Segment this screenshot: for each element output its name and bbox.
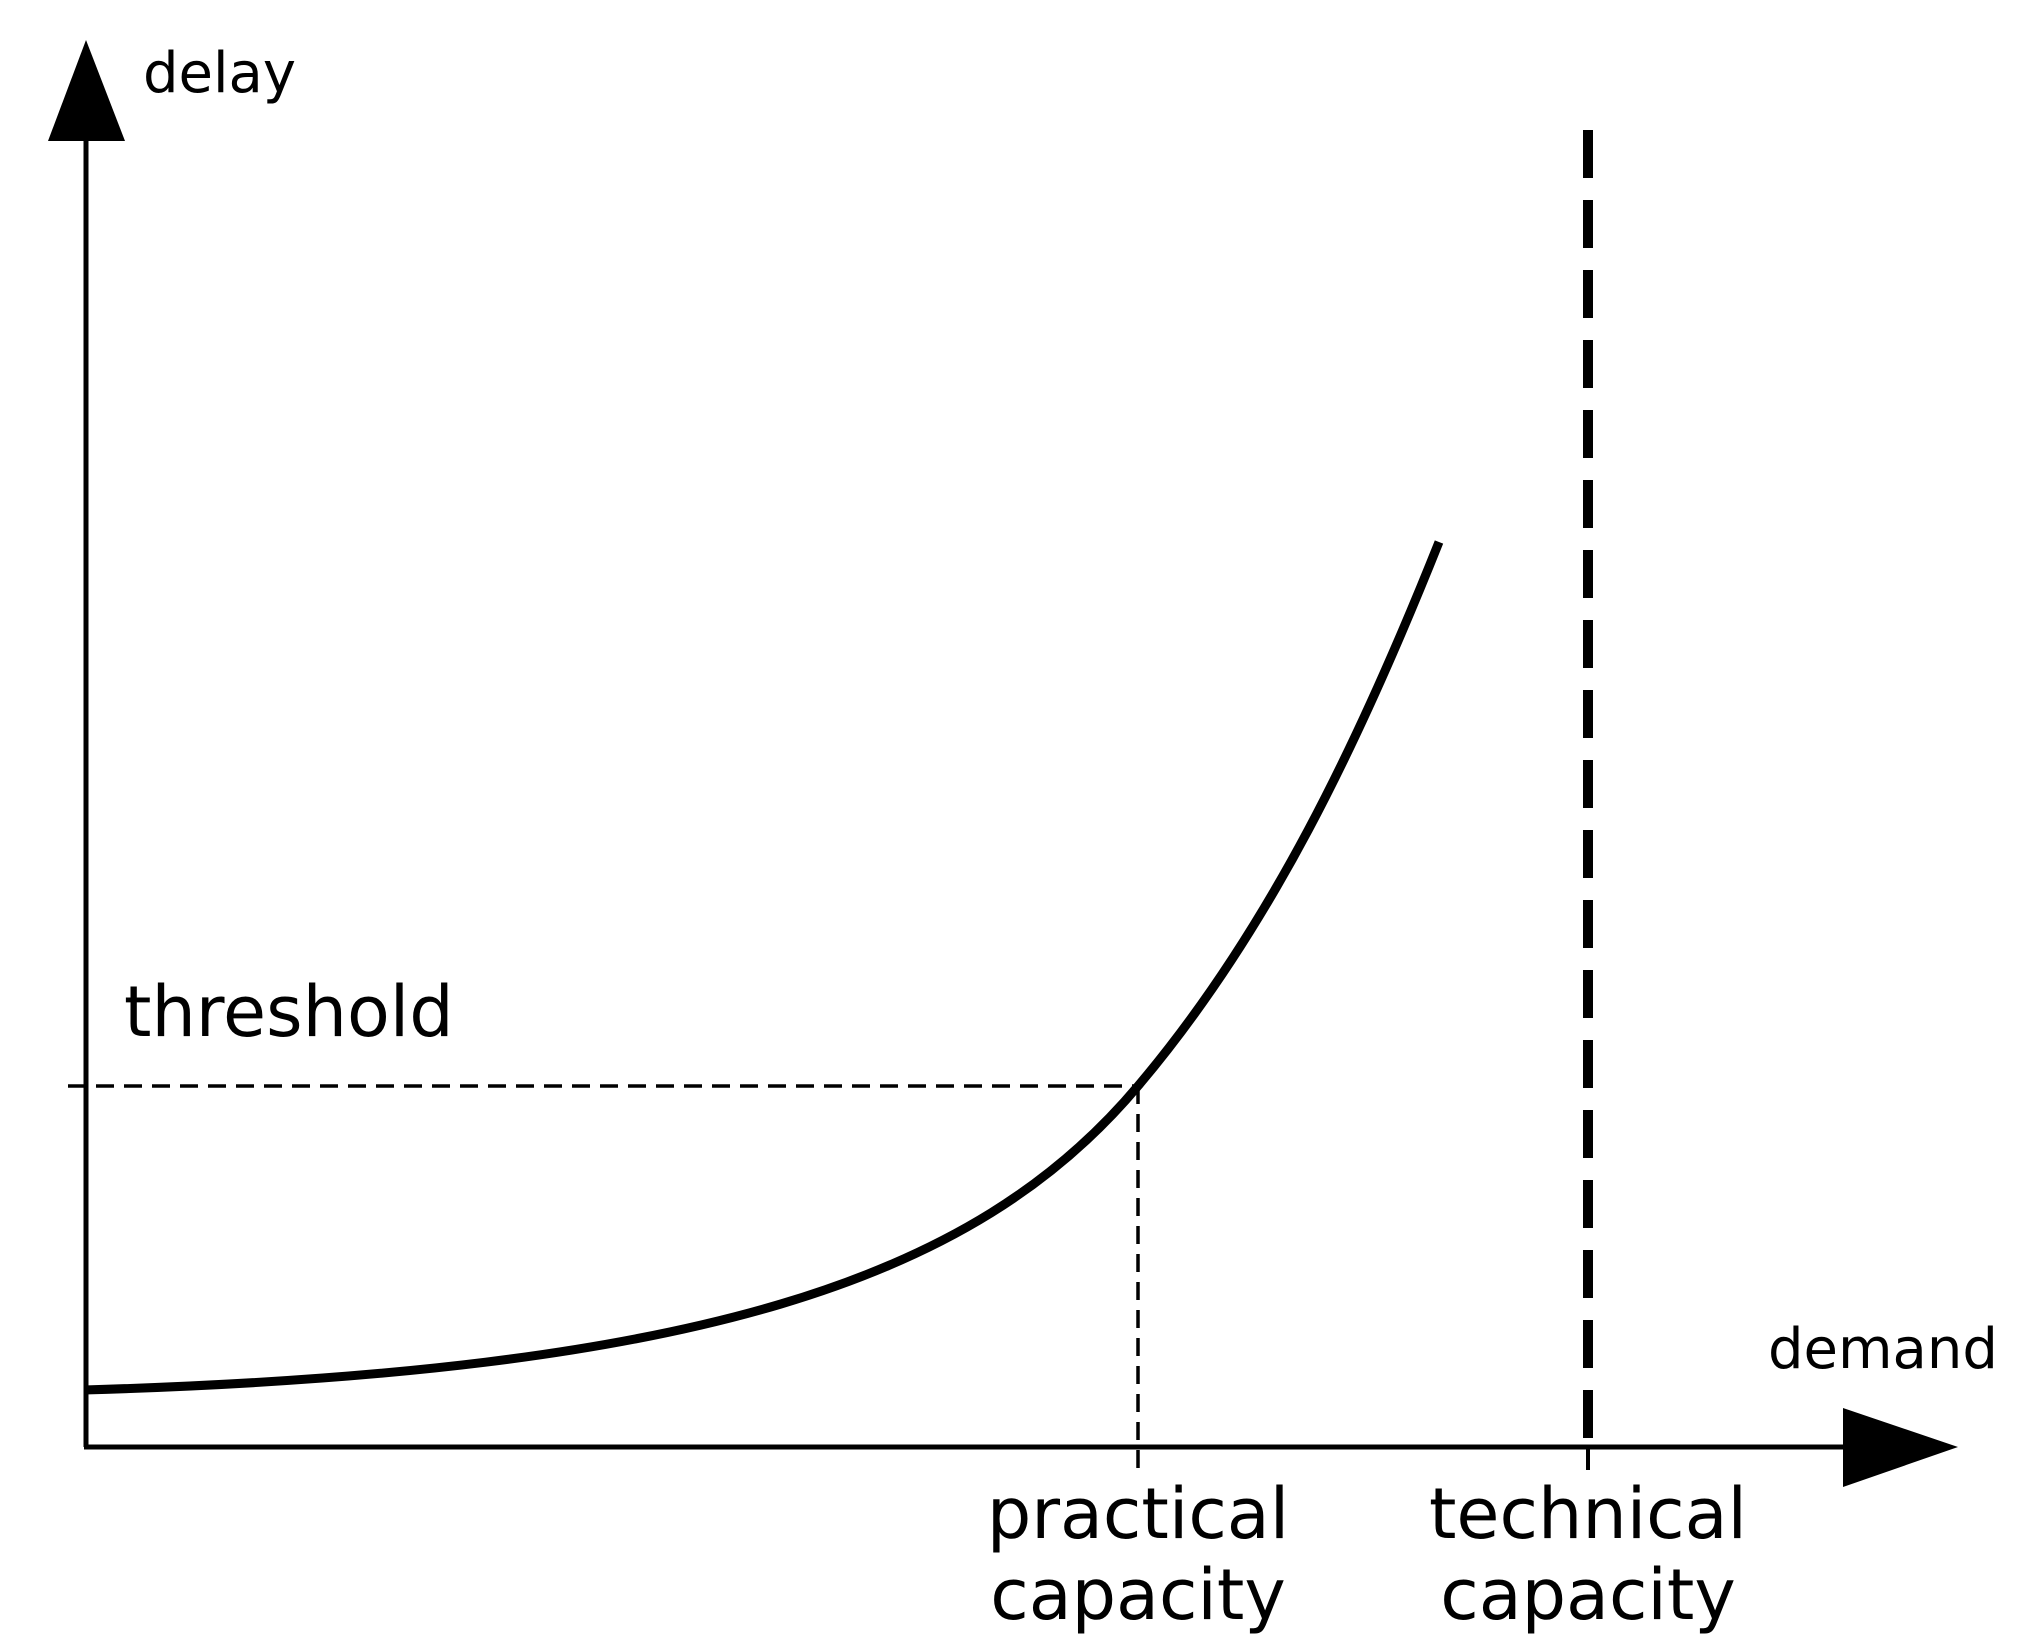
delay-curve <box>83 540 1444 1395</box>
y-axis-label: delay <box>143 41 296 106</box>
practical-capacity-label-line2: capacity <box>990 1554 1286 1636</box>
y-axis-arrowhead <box>48 40 125 141</box>
technical-capacity-label-line1: technical <box>1429 1473 1747 1555</box>
x-axis-label: demand <box>1768 1317 1998 1382</box>
practical-capacity-label-line1: practical <box>987 1473 1289 1555</box>
x-axis-arrowhead <box>1843 1408 1958 1487</box>
technical-capacity-label-line2: capacity <box>1440 1554 1736 1636</box>
threshold-label: threshold <box>124 971 454 1053</box>
